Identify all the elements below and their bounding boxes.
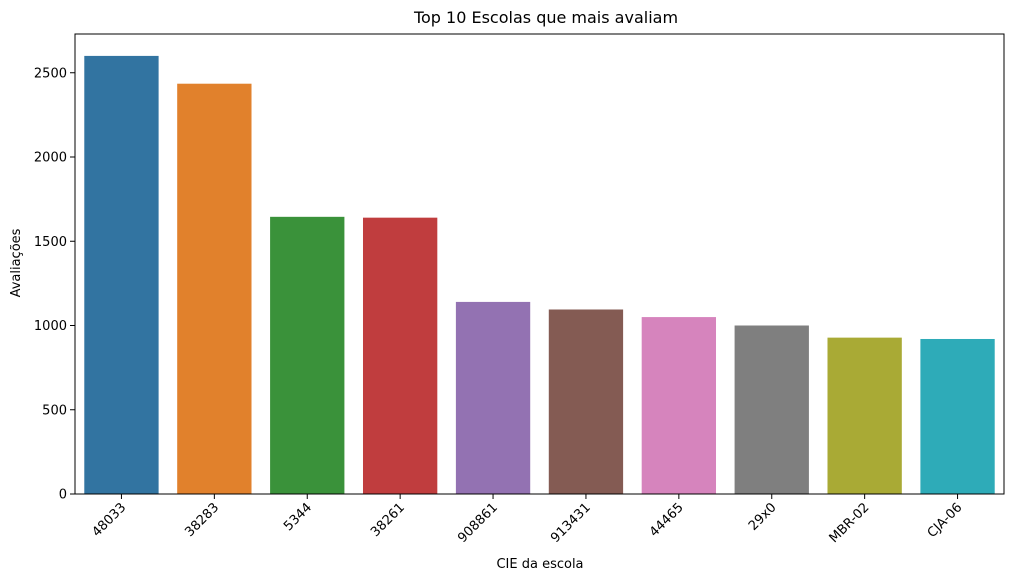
- chart-title: Top 10 Escolas que mais avaliam: [413, 8, 678, 27]
- x-tick-label: MBR-02: [827, 500, 873, 546]
- y-tick-label: 1500: [34, 235, 67, 250]
- bar-44465: [641, 317, 717, 494]
- y-tick-label: 500: [42, 403, 67, 418]
- x-tick-label: 38261: [368, 500, 408, 540]
- bar-mbr-02: [827, 337, 902, 494]
- x-tick-label: 913431: [548, 500, 594, 546]
- y-tick-label: 2000: [34, 151, 67, 166]
- plot-frame: [74, 33, 1005, 495]
- y-axis-title: Avaliações: [9, 228, 24, 297]
- y-tick-label: 2500: [34, 66, 67, 81]
- x-tick-label: 38283: [182, 500, 222, 540]
- y-tick-label: 1000: [34, 319, 67, 334]
- x-tick-label: 44465: [647, 500, 687, 540]
- x-tick-label: 29x0: [746, 500, 780, 534]
- bar-913431: [548, 309, 624, 494]
- x-tick-label: 5344: [281, 500, 315, 534]
- y-axis: 0 500 1000 1500 2000 2500: [34, 66, 75, 503]
- bar-38283: [177, 83, 252, 494]
- x-tick-label: CJA-06: [925, 500, 966, 541]
- bars-group: [84, 55, 995, 495]
- bar-38261: [362, 217, 438, 494]
- x-axis-title: CIE da escola: [496, 557, 583, 572]
- bar-29x0: [734, 325, 809, 494]
- bar-48033: [84, 55, 159, 495]
- x-tick-label: 48033: [89, 500, 129, 540]
- x-axis: 48033 38283 5344 38261 908861 913431 44465 29x0…: [89, 494, 965, 546]
- x-tick-label: 908861: [455, 500, 501, 546]
- bar-cja-06: [920, 338, 995, 494]
- bar-908861: [455, 301, 531, 494]
- bar-5344: [270, 216, 345, 495]
- y-tick-label: 0: [59, 488, 67, 503]
